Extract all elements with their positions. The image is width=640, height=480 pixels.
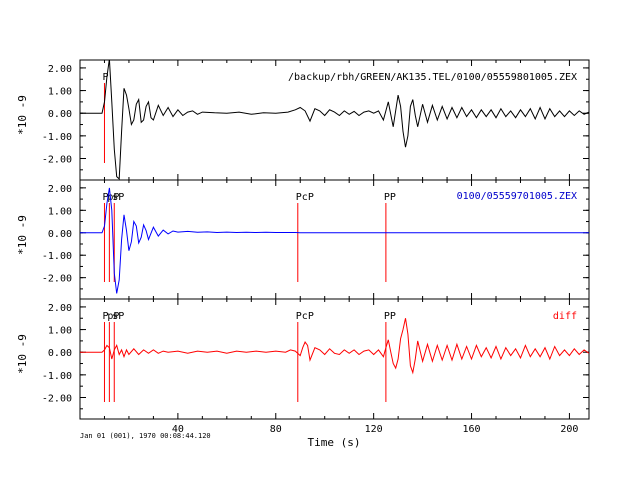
x-tick-label: 120 <box>365 424 383 435</box>
y-tick-label: 2.00 <box>48 64 72 75</box>
panel-title: /backup/rbh/GREEN/AK135.TEL/0100/0555980… <box>288 72 577 83</box>
phase-label-PP: PP <box>384 192 396 203</box>
y-tick-label: 1.00 <box>48 206 72 217</box>
x-tick-label: 80 <box>270 424 282 435</box>
panel-bottom: diff *10 -9 <box>16 311 577 374</box>
phase-label-sP: sP <box>112 311 124 322</box>
y-axis-label: *10 -9 <box>16 215 29 255</box>
phase-label-P: P <box>102 192 108 203</box>
panel-title: 0100/05559701005.ZEX <box>457 191 577 202</box>
y-tick-label: -2.00 <box>42 154 72 165</box>
x-tick-label: 200 <box>560 424 578 435</box>
waveform-trace <box>80 60 589 180</box>
phase-label-PcP: PcP <box>296 311 314 322</box>
x-tick-label: 40 <box>172 424 184 435</box>
waveform-trace <box>80 187 589 294</box>
panel-top: /backup/rbh/GREEN/AK135.TEL/0100/0555980… <box>16 72 577 135</box>
y-tick-label: -2.00 <box>42 274 72 285</box>
y-axis-label: *10 -9 <box>16 334 29 374</box>
phase-label-pP: pP <box>107 192 119 203</box>
y-axis-label: *10 -9 <box>16 95 29 135</box>
phase-label-P: P <box>102 72 108 83</box>
y-tick-label: 0.00 <box>48 348 72 359</box>
phase-label-P: P <box>102 311 108 322</box>
y-tick-label: -1.00 <box>42 251 72 262</box>
phase-label-PP: PP <box>384 311 396 322</box>
panel-title: diff <box>553 311 577 322</box>
panel-frame <box>79 298 590 420</box>
panel-middle: 0100/05559701005.ZEX *10 -9 <box>16 191 577 255</box>
y-tick-label: 0.00 <box>48 109 72 120</box>
y-tick-label: -2.00 <box>42 393 72 404</box>
y-tick-label: 1.00 <box>48 87 72 98</box>
waveform-trace <box>80 318 589 375</box>
y-tick-label: -1.00 <box>42 371 72 382</box>
y-tick-label: 2.00 <box>48 184 72 195</box>
phase-label-sP: sP <box>112 192 124 203</box>
start-time-label: Jan 01 (001), 1970 00:08:44.120 <box>80 432 211 440</box>
y-tick-label: -1.00 <box>42 132 72 143</box>
phase-label-PcP: PcP <box>296 192 314 203</box>
x-axis-label: Time (s) <box>308 436 361 449</box>
y-tick-label: 1.00 <box>48 326 72 337</box>
y-tick-label: 0.00 <box>48 229 72 240</box>
y-tick-label: 2.00 <box>48 303 72 314</box>
x-tick-label: 160 <box>463 424 481 435</box>
phase-label-pP: pP <box>107 311 119 322</box>
